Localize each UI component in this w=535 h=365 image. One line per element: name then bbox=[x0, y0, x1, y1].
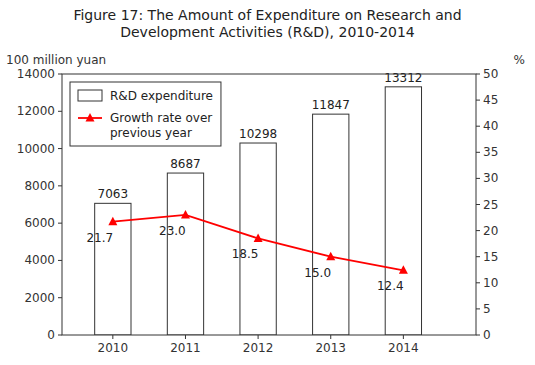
y2-tick-label: 15 bbox=[483, 250, 498, 264]
data-label: 23.0 bbox=[159, 224, 186, 238]
data-label: 8687 bbox=[170, 157, 201, 171]
y2-tick-label: 30 bbox=[483, 171, 498, 185]
chart: Figure 17: The Amount of Expenditure on … bbox=[0, 0, 535, 365]
legend: R&D expenditure Growth rate overprevious … bbox=[70, 82, 221, 146]
legend-marker bbox=[86, 113, 95, 122]
y-tick-label: 10000 bbox=[17, 142, 55, 156]
y2-tick bbox=[476, 178, 480, 179]
bar bbox=[95, 203, 131, 335]
data-label: 18.5 bbox=[232, 247, 259, 261]
x-tick-label: 2011 bbox=[170, 341, 201, 355]
plot-marks bbox=[95, 87, 422, 335]
text-line: R&D expenditure bbox=[110, 89, 213, 103]
data-label: 7063 bbox=[98, 187, 129, 201]
x-tick-label: 2010 bbox=[98, 341, 129, 355]
y2-tick-label: 0 bbox=[483, 328, 491, 342]
y-tick bbox=[58, 111, 62, 112]
y2-tick-label: 45 bbox=[483, 93, 498, 107]
y2-tick-label: 20 bbox=[483, 224, 498, 238]
data-label: 11847 bbox=[312, 98, 350, 112]
y-tick-label: 0 bbox=[47, 328, 55, 342]
y2-tick bbox=[476, 204, 480, 205]
data-label: 21.7 bbox=[86, 231, 113, 245]
y-tick-label: 2000 bbox=[24, 291, 55, 305]
x-tick bbox=[403, 335, 404, 339]
y2-tick bbox=[476, 282, 480, 283]
background bbox=[0, 0, 535, 365]
y2-tick-label: 40 bbox=[483, 119, 498, 133]
y2-tick-label: 35 bbox=[483, 145, 498, 159]
line bbox=[113, 215, 404, 270]
y2-tick bbox=[476, 152, 480, 153]
marker bbox=[326, 252, 335, 261]
x-tick-label: 2014 bbox=[388, 341, 419, 355]
y-tick bbox=[58, 297, 62, 298]
text-line: Development Activities (R&D), 2010-2014 bbox=[120, 24, 415, 40]
x-tick-label: 2013 bbox=[315, 341, 346, 355]
x-tick bbox=[258, 335, 259, 339]
bar bbox=[313, 114, 349, 335]
x-tick bbox=[330, 335, 331, 339]
text-line: Growth rate over bbox=[110, 111, 212, 125]
marker bbox=[108, 217, 117, 226]
y2-tick bbox=[476, 335, 480, 336]
text-line: previous year bbox=[110, 126, 192, 140]
data-label: 15.0 bbox=[304, 266, 331, 280]
text-line: Figure 17: The Amount of Expenditure on … bbox=[73, 7, 461, 23]
y2-tick-label: 25 bbox=[483, 198, 498, 212]
legend-label: R&D expenditure bbox=[110, 89, 213, 103]
y2-tick bbox=[476, 74, 480, 75]
y-tick-label: 12000 bbox=[17, 104, 55, 118]
plot-frame bbox=[62, 74, 476, 335]
y-tick-label: 8000 bbox=[24, 179, 55, 193]
y-tick bbox=[58, 74, 62, 75]
x-tick bbox=[185, 335, 186, 339]
y2-tick-label: 5 bbox=[483, 302, 491, 316]
bar bbox=[385, 87, 421, 335]
data-label: 12.4 bbox=[377, 279, 404, 293]
y2-tick bbox=[476, 256, 480, 257]
y2-tick bbox=[476, 308, 480, 309]
y-tick-label: 6000 bbox=[24, 216, 55, 230]
legend-swatch bbox=[78, 90, 102, 101]
legend-box bbox=[70, 82, 221, 146]
marker bbox=[181, 210, 190, 219]
y-tick bbox=[58, 185, 62, 186]
y2-tick bbox=[476, 230, 480, 231]
title: Figure 17: The Amount of Expenditure on … bbox=[73, 7, 461, 40]
data-label: 10298 bbox=[239, 127, 277, 141]
y-tick-label: 14000 bbox=[17, 67, 55, 81]
bar bbox=[167, 173, 203, 335]
marker bbox=[399, 265, 408, 274]
y-tick bbox=[58, 335, 62, 336]
y2-axis-label: % bbox=[514, 53, 525, 67]
legend-label: Growth rate overprevious year bbox=[110, 111, 212, 140]
marker bbox=[254, 233, 263, 242]
x-tick bbox=[112, 335, 113, 339]
y2-tick bbox=[476, 126, 480, 127]
y2-tick-label: 50 bbox=[483, 67, 498, 81]
y-tick bbox=[58, 148, 62, 149]
y-axis-label: 100 million yuan bbox=[6, 53, 106, 67]
y-tick-label: 4000 bbox=[24, 253, 55, 267]
y2-tick bbox=[476, 100, 480, 101]
data-label: 13312 bbox=[384, 71, 422, 85]
x-tick-label: 2012 bbox=[243, 341, 274, 355]
y-tick bbox=[58, 223, 62, 224]
bar bbox=[240, 143, 276, 335]
y2-tick-label: 10 bbox=[483, 276, 498, 290]
y-tick bbox=[58, 260, 62, 261]
